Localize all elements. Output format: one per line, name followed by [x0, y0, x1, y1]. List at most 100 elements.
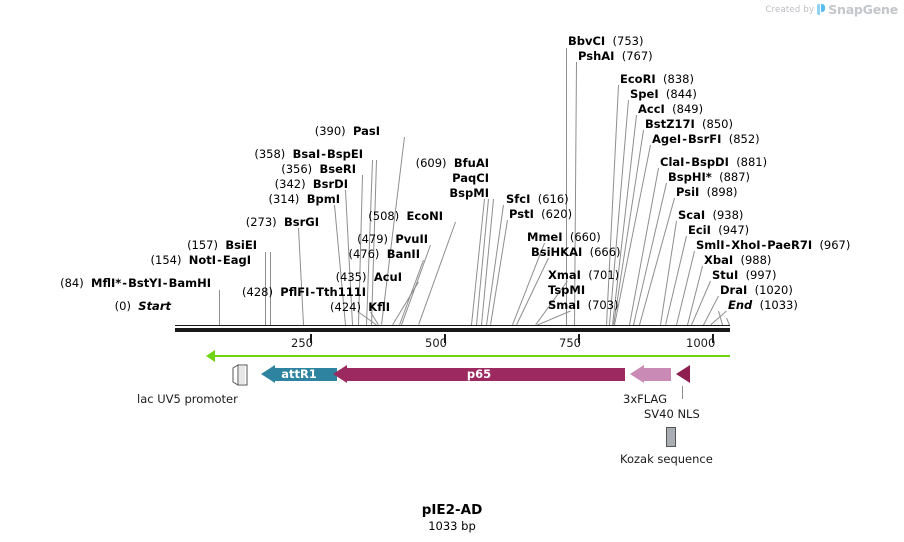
enzyme-label-ecori[interactable]: EcoRI (838): [620, 73, 694, 85]
enzyme-name: BspEI: [327, 147, 363, 161]
feature-flag3x[interactable]: [630, 365, 671, 384]
promoter-flag-icon[interactable]: [231, 364, 249, 386]
orf-arrow-line: [213, 355, 730, 357]
enzyme-label-mmei[interactable]: MmeI (660): [527, 231, 601, 243]
enzyme-label-pflfi[interactable]: (428) PflFI-Tth111I: [0, 286, 366, 298]
enzyme-label-start[interactable]: (0) Start: [0, 300, 171, 312]
enzyme-name: NotI: [188, 253, 217, 267]
enzyme-label-tspmi[interactable]: TspMI: [548, 284, 585, 296]
feature-p65[interactable]: p65: [333, 365, 625, 384]
enzyme-label-ecii[interactable]: EciI (947): [688, 224, 749, 236]
enzyme-label-noti[interactable]: (154) NotI-EagI: [0, 254, 251, 266]
enzyme-separator: -: [685, 155, 691, 169]
enzyme-name: MmeI: [527, 230, 563, 244]
enzyme-label-bfuai[interactable]: (609) BfuAI: [0, 157, 489, 169]
feature-arrow-head-icon: [676, 365, 690, 383]
enzyme-label-acci[interactable]: AccI (849): [638, 103, 703, 115]
enzyme-name: AgeI: [652, 132, 682, 146]
enzyme-name: ClaI: [660, 155, 685, 169]
enzyme-label-bsihkai[interactable]: BsiHKAI (666): [531, 246, 621, 258]
caption-kozak: Kozak sequence: [620, 452, 713, 466]
enzyme-label-bseri[interactable]: (356) BseRI: [0, 163, 356, 175]
enzyme-position: (479): [357, 232, 389, 246]
caption-flag3x: 3xFLAG: [623, 392, 667, 406]
enzyme-label-smli[interactable]: SmlI-XhoI-PaeR7I (967): [696, 239, 850, 251]
enzyme-label-agei[interactable]: AgeI-BsrFI (852): [652, 133, 760, 145]
page-title: pIE2-AD: [421, 502, 483, 518]
enzyme-label-bstz17i[interactable]: BstZ17I (850): [645, 118, 733, 130]
enzyme-label-psii[interactable]: PsiI (898): [676, 186, 738, 198]
feature-arrow-body: [644, 368, 671, 381]
enzyme-label-mfli[interactable]: (84) MflI*-BstYI-BamHI: [0, 277, 211, 289]
enzyme-label-stui[interactable]: StuI (997): [712, 269, 777, 281]
enzyme-name: BstZ17I: [645, 117, 695, 131]
enzyme-label-bsrgi[interactable]: (273) BsrGI: [0, 216, 319, 228]
leader-line: [566, 48, 567, 325]
enzyme-name: MflI*: [91, 276, 122, 290]
enzyme-position: (342): [274, 177, 306, 191]
enzyme-label-bsiei[interactable]: (157) BsiEI: [0, 239, 257, 251]
enzyme-label-xbai[interactable]: XbaI (988): [704, 254, 771, 266]
enzyme-label-bspmi[interactable]: BspMI: [0, 187, 489, 199]
feature-arrow-head-icon: [333, 365, 347, 383]
enzyme-position: (273): [245, 215, 277, 229]
ruler-baseline-thin: [175, 325, 730, 326]
enzyme-label-econi[interactable]: (508) EcoNI: [0, 210, 443, 222]
ruler-tick-mark: [310, 334, 312, 343]
enzyme-name: PaeR7I: [767, 238, 813, 252]
enzyme-label-bbvci[interactable]: BbvCI (753): [568, 35, 643, 47]
enzyme-name: XbaI: [704, 253, 734, 267]
enzyme-label-smai[interactable]: SmaI (703): [548, 299, 619, 311]
enzyme-position: (390): [314, 124, 346, 138]
enzyme-label-drai[interactable]: DraI (1020): [720, 284, 793, 296]
enzyme-name: Start: [138, 299, 171, 313]
enzyme-name: AcuI: [373, 270, 402, 284]
enzyme-name: ScaI: [678, 208, 706, 222]
ruler-tick-label: 500: [425, 336, 447, 350]
snapgene-wordmark: SnapGene: [828, 2, 898, 17]
enzyme-position: (898): [706, 185, 738, 199]
enzyme-label-acui[interactable]: (435) AcuI: [0, 271, 402, 283]
enzyme-name: StuI: [712, 268, 739, 282]
enzyme-label-paqci[interactable]: PaqCI: [0, 172, 489, 184]
enzyme-position: (1020): [754, 283, 793, 297]
enzyme-label-sfci[interactable]: SfcI (616): [506, 193, 569, 205]
enzyme-label-spei[interactable]: SpeI (844): [630, 88, 697, 100]
ruler-baseline-thick: [175, 328, 730, 332]
ruler-tick-mark: [578, 334, 580, 343]
ruler-tick-label: 750: [559, 336, 581, 350]
enzyme-label-clai[interactable]: ClaI-BspDI (881): [660, 156, 767, 168]
enzyme-label-bsai[interactable]: (358) BsaI-BspEI: [0, 148, 363, 160]
enzyme-separator: -: [761, 238, 767, 252]
feature-attr1[interactable]: attR1: [261, 365, 337, 384]
enzyme-label-bsphi[interactable]: BspHI* (887): [668, 171, 750, 183]
enzyme-name: PflFI: [280, 285, 310, 299]
enzyme-name: EcoRI: [620, 72, 656, 86]
snapgene-logo-icon: [817, 4, 825, 15]
enzyme-name: PstI: [509, 207, 534, 221]
kozak-sequence-box[interactable]: [666, 427, 676, 447]
enzyme-position: (1033): [759, 298, 798, 312]
enzyme-label-end[interactable]: End (1033): [728, 299, 798, 311]
enzyme-name: PasI: [352, 124, 380, 138]
enzyme-position: (620): [541, 207, 573, 221]
enzyme-label-banii[interactable]: (476) BanII: [0, 248, 420, 260]
enzyme-label-pshai[interactable]: PshAI (767): [578, 50, 653, 62]
enzyme-name: TspMI: [548, 283, 586, 297]
feature-sv40nls[interactable]: [676, 365, 690, 384]
enzyme-label-kfli[interactable]: (424) KflI: [0, 301, 390, 313]
enzyme-name: SpeI: [630, 87, 659, 101]
enzyme-name: EcoNI: [406, 209, 443, 223]
enzyme-label-pasi[interactable]: (390) PasI: [0, 125, 380, 137]
enzyme-label-pvuii[interactable]: (479) PvuII: [0, 233, 428, 245]
enzyme-label-bpmi[interactable]: (314) BpmI: [0, 193, 340, 205]
enzyme-label-psti[interactable]: PstI (620): [509, 208, 572, 220]
enzyme-name: BspHI*: [668, 170, 712, 184]
enzyme-position: (666): [589, 245, 621, 259]
enzyme-label-scai[interactable]: ScaI (938): [678, 209, 743, 221]
enzyme-label-xmai[interactable]: XmaI (701): [548, 269, 619, 281]
enzyme-name: KflI: [368, 300, 390, 314]
enzyme-name: XhoI: [731, 238, 761, 252]
enzyme-label-bsrdi[interactable]: (342) BsrDI: [0, 178, 348, 190]
enzyme-position: (997): [745, 268, 777, 282]
